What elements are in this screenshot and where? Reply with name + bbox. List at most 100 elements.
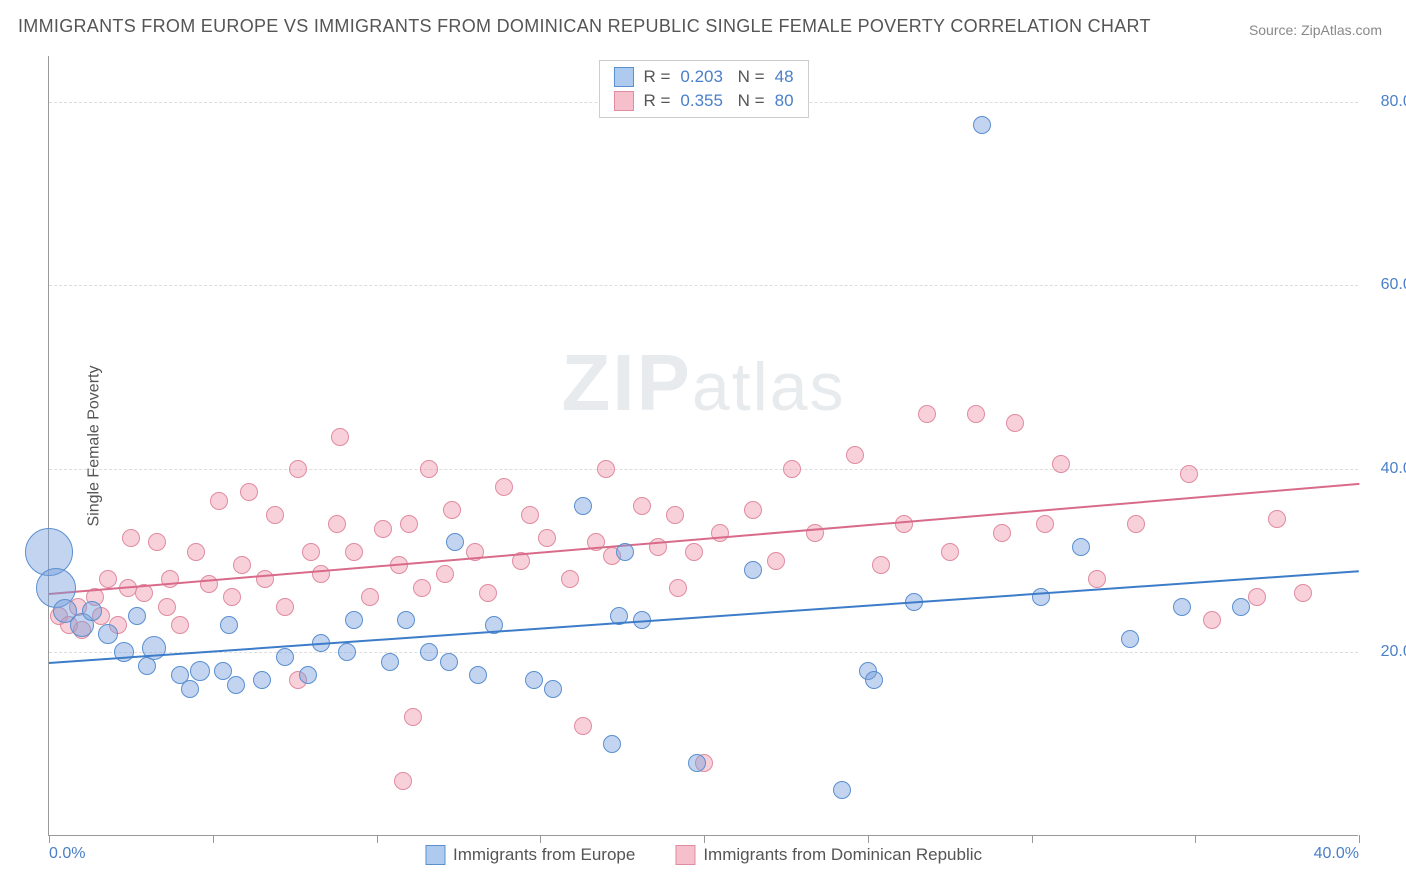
data-point-europe	[82, 601, 102, 621]
data-point-dominican	[538, 529, 556, 547]
data-point-dominican	[312, 565, 330, 583]
data-point-dominican	[669, 579, 687, 597]
data-point-dominican	[1268, 510, 1286, 528]
x-tick-mark	[1032, 835, 1033, 843]
x-tick-mark	[868, 835, 869, 843]
data-point-dominican	[872, 556, 890, 574]
x-tick-label: 0.0%	[49, 845, 85, 863]
data-point-europe	[574, 497, 592, 515]
trend-line-europe	[49, 570, 1359, 664]
data-point-dominican	[361, 588, 379, 606]
data-point-dominican	[436, 565, 454, 583]
swatch-europe-icon	[425, 845, 445, 865]
data-point-dominican	[1052, 455, 1070, 473]
data-point-dominican	[256, 570, 274, 588]
data-point-dominican	[420, 460, 438, 478]
grid-line	[49, 285, 1358, 286]
data-point-europe	[446, 533, 464, 551]
data-point-europe	[420, 643, 438, 661]
data-point-dominican	[479, 584, 497, 602]
data-point-dominican	[289, 460, 307, 478]
data-point-dominican	[394, 772, 412, 790]
data-point-europe	[865, 671, 883, 689]
y-tick-label: 80.0%	[1381, 93, 1406, 111]
legend-stats: R =0.203 N =48 R =0.355 N =80	[598, 60, 808, 118]
data-point-europe	[128, 607, 146, 625]
data-point-europe	[299, 666, 317, 684]
data-point-europe	[603, 735, 621, 753]
swatch-europe-icon	[613, 67, 633, 87]
grid-line	[49, 652, 1358, 653]
x-tick-mark	[49, 835, 50, 843]
data-point-dominican	[993, 524, 1011, 542]
data-point-europe	[469, 666, 487, 684]
data-point-dominican	[1127, 515, 1145, 533]
x-tick-mark	[377, 835, 378, 843]
x-tick-label: 40.0%	[1314, 845, 1359, 863]
data-point-dominican	[1203, 611, 1221, 629]
x-tick-mark	[1195, 835, 1196, 843]
x-tick-mark	[704, 835, 705, 843]
data-point-dominican	[1036, 515, 1054, 533]
data-point-dominican	[148, 533, 166, 551]
data-point-dominican	[223, 588, 241, 606]
legend-series: Immigrants from Europe Immigrants from D…	[425, 845, 982, 865]
data-point-dominican	[404, 708, 422, 726]
x-tick-mark	[213, 835, 214, 843]
data-point-dominican	[276, 598, 294, 616]
data-point-europe	[973, 116, 991, 134]
data-point-europe	[1232, 598, 1250, 616]
data-point-europe	[220, 616, 238, 634]
swatch-dominican-icon	[675, 845, 695, 865]
data-point-dominican	[895, 515, 913, 533]
data-point-dominican	[374, 520, 392, 538]
data-point-europe	[688, 754, 706, 772]
data-point-europe	[338, 643, 356, 661]
data-point-dominican	[187, 543, 205, 561]
data-point-dominican	[158, 598, 176, 616]
data-point-europe	[253, 671, 271, 689]
y-tick-label: 40.0%	[1381, 460, 1406, 478]
data-point-dominican	[345, 543, 363, 561]
data-point-dominican	[233, 556, 251, 574]
data-point-dominican	[200, 575, 218, 593]
data-point-europe	[616, 543, 634, 561]
data-point-dominican	[633, 497, 651, 515]
data-point-europe	[98, 624, 118, 644]
data-point-europe	[381, 653, 399, 671]
swatch-dominican-icon	[613, 91, 633, 111]
data-point-dominican	[495, 478, 513, 496]
data-point-dominican	[806, 524, 824, 542]
data-point-europe	[138, 657, 156, 675]
data-point-europe	[227, 676, 245, 694]
data-point-dominican	[443, 501, 461, 519]
data-point-dominican	[400, 515, 418, 533]
data-point-dominican	[666, 506, 684, 524]
data-point-dominican	[597, 460, 615, 478]
data-point-europe	[114, 642, 134, 662]
data-point-dominican	[266, 506, 284, 524]
data-point-dominican	[941, 543, 959, 561]
data-point-dominican	[1248, 588, 1266, 606]
x-tick-mark	[540, 835, 541, 843]
data-point-dominican	[561, 570, 579, 588]
data-point-dominican	[767, 552, 785, 570]
watermark: ZIPatlas	[561, 337, 845, 429]
data-point-europe	[525, 671, 543, 689]
data-point-dominican	[521, 506, 539, 524]
data-point-europe	[440, 653, 458, 671]
chart-title: IMMIGRANTS FROM EUROPE VS IMMIGRANTS FRO…	[18, 16, 1151, 37]
data-point-europe	[744, 561, 762, 579]
data-point-europe	[276, 648, 294, 666]
data-point-europe	[181, 680, 199, 698]
data-point-europe	[345, 611, 363, 629]
data-point-europe	[833, 781, 851, 799]
legend-stats-row-dominican: R =0.355 N =80	[613, 89, 793, 113]
data-point-dominican	[302, 543, 320, 561]
data-point-dominican	[1006, 414, 1024, 432]
data-point-dominican	[1180, 465, 1198, 483]
data-point-europe	[1121, 630, 1139, 648]
data-point-dominican	[783, 460, 801, 478]
data-point-dominican	[99, 570, 117, 588]
data-point-dominican	[744, 501, 762, 519]
